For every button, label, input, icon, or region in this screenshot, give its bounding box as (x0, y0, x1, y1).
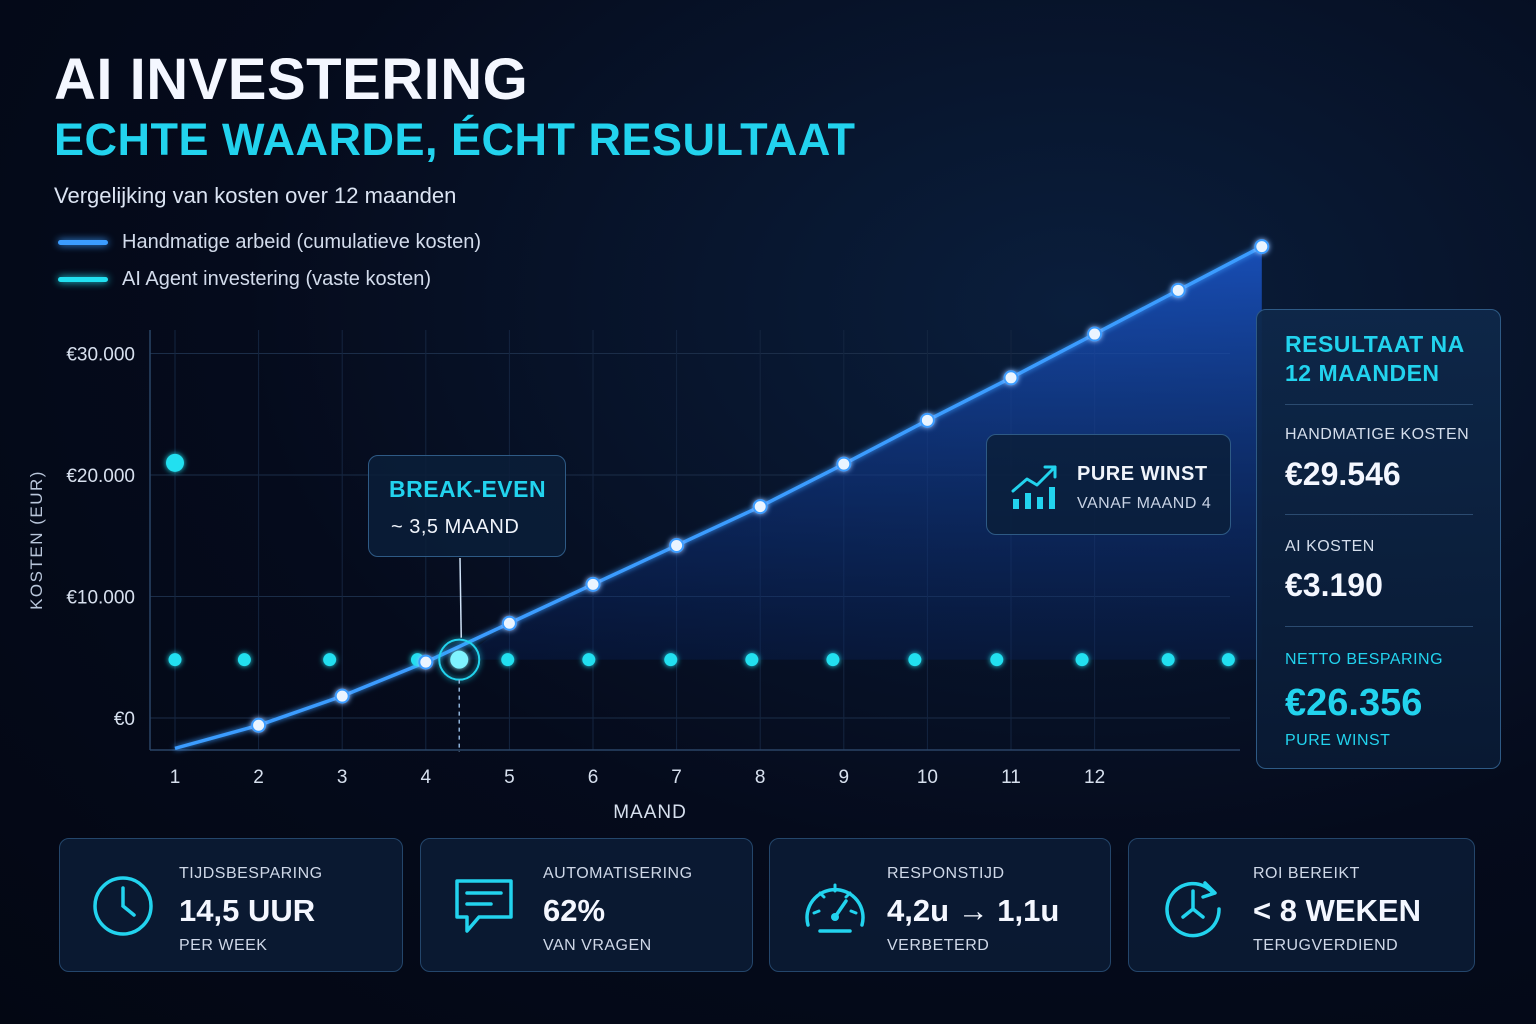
ai-data-point (826, 653, 840, 667)
y-tick-label: €0 (114, 709, 135, 730)
card-value: 14,5 UUR (179, 893, 316, 928)
manual-data-point (1003, 370, 1019, 386)
card-time-saving: TIJDSBESPARING 14,5 UUR PER WEEK (59, 838, 403, 972)
card-automation: AUTOMATISERING 62% VAN VRAGEN (420, 838, 753, 972)
x-tick-label: 2 (253, 767, 264, 788)
clock-icon (93, 876, 153, 936)
pure-profit-title: PURE WINST (1077, 463, 1208, 485)
page-title: AI INVESTERING (54, 47, 529, 112)
break-even-pointer (459, 557, 462, 638)
savings-area-fill (459, 246, 1262, 660)
manual-data-point (334, 688, 350, 704)
card-value: 4,2u → 1,1u (887, 893, 1060, 928)
manual-data-point (919, 412, 935, 428)
x-tick-label: 3 (337, 767, 348, 788)
legend-label-ai: AI Agent investering (vaste kosten) (122, 268, 432, 290)
card-sub: PER WEEK (179, 937, 268, 954)
result-heading: RESULTAAT NA 12 MAANDEN (1285, 331, 1464, 386)
net-savings-value: €26.356 (1285, 682, 1423, 724)
x-tick-label: 9 (839, 767, 850, 788)
manual-data-point (752, 499, 768, 515)
card-roi: ROI BEREIKT < 8 WEKEN TERUGVERDIEND (1128, 838, 1475, 972)
net-savings-label: NETTO BESPARING (1285, 651, 1444, 668)
legend-swatch-manual (58, 240, 108, 245)
manual-data-point (251, 717, 267, 733)
y-tick-label: €10.000 (66, 588, 135, 609)
break-even-callout: BREAK-EVEN ~ 3,5 MAAND (368, 455, 566, 557)
result-divider (1285, 626, 1473, 627)
ai-data-point (908, 653, 922, 667)
x-tick-label: 1 (170, 767, 181, 788)
manual-data-point (418, 654, 434, 670)
card-response-time: RESPONSTIJD 4,2u → 1,1u VERBETERD (769, 838, 1111, 972)
manual-cost-value: €29.546 (1285, 456, 1401, 492)
x-tick-label: 8 (755, 767, 766, 788)
pure-profit-callout: PURE WINST VANAF MAAND 4 (986, 434, 1231, 535)
speedometer-icon (805, 883, 865, 933)
ai-data-point (664, 653, 678, 667)
manual-data-point (1254, 239, 1270, 255)
manual-series-line (174, 245, 1263, 751)
ai-data-point (745, 653, 759, 667)
x-tick-label: 12 (1084, 767, 1105, 788)
card-label: TIJDSBESPARING (179, 865, 323, 882)
card-sub: TERUGVERDIEND (1253, 937, 1399, 954)
break-even-point (450, 650, 469, 669)
result-panel: RESULTAAT NA 12 MAANDEN HANDMATIGE KOSTE… (1256, 309, 1501, 769)
legend-item-ai: AI Agent investering (vaste kosten) (58, 268, 431, 291)
manual-data-point (501, 615, 517, 631)
card-label: AUTOMATISERING (543, 865, 693, 882)
card-label: RESPONSTIJD (887, 865, 1005, 882)
x-tick-label: 11 (1001, 767, 1021, 788)
manual-data-point (1087, 326, 1103, 342)
x-tick-label: 10 (917, 767, 938, 788)
ai-data-point (237, 653, 251, 667)
legend-item-manual: Handmatige arbeid (cumulatieve kosten) (58, 231, 481, 254)
ai-data-point (168, 653, 182, 667)
break-even-title: BREAK-EVEN (389, 476, 547, 502)
chart-description: Vergelijking van kosten over 12 maanden (54, 183, 457, 208)
result-divider (1285, 514, 1473, 515)
roi-cycle-icon (1165, 881, 1221, 938)
x-tick-label: 6 (588, 767, 599, 788)
card-sub: VAN VRAGEN (543, 937, 652, 954)
ai-data-point (1161, 653, 1175, 667)
ai-data-point (323, 653, 337, 667)
ai-cost-value: €3.190 (1285, 567, 1383, 603)
y-tick-label: €30.000 (66, 345, 135, 366)
x-tick-label: 7 (671, 767, 682, 788)
ai-data-point (1075, 653, 1089, 667)
card-value: < 8 WEKEN (1253, 893, 1421, 928)
ai-data-point (582, 653, 596, 667)
ai-peak-point (166, 453, 184, 472)
manual-data-point (836, 456, 852, 472)
manual-data-point (669, 537, 685, 553)
y-axis-label: KOSTEN (EUR) (27, 470, 46, 610)
x-axis-label: MAAND (613, 802, 687, 823)
card-sub: VERBETERD (887, 937, 990, 954)
savings-area (459, 246, 1262, 660)
page-subtitle: ECHTE WAARDE, ÉCHT RESULTAAT (54, 114, 856, 165)
card-value: 62% (543, 893, 606, 928)
break-even-value: ~ 3,5 MAAND (391, 516, 520, 538)
ai-cost-label: AI KOSTEN (1285, 538, 1375, 555)
chat-icon (455, 879, 513, 933)
x-tick-label: 4 (421, 767, 432, 788)
result-divider (1285, 404, 1473, 405)
manual-cost-label: HANDMATIGE KOSTEN (1285, 426, 1470, 443)
ai-data-point (1221, 653, 1235, 667)
legend-swatch-ai (58, 277, 108, 282)
manual-data-point (585, 576, 601, 592)
net-savings-sub: PURE WINST (1285, 732, 1391, 749)
pure-profit-subtitle: VANAF MAAND 4 (1077, 495, 1212, 512)
legend-label-manual: Handmatige arbeid (cumulatieve kosten) (122, 231, 482, 253)
x-tick-label: 5 (504, 767, 515, 788)
y-tick-label: €20.000 (66, 466, 135, 487)
ai-data-point (501, 653, 515, 667)
ai-data-point (990, 653, 1004, 667)
growth-chart-icon (1011, 465, 1057, 509)
card-label: ROI BEREIKT (1253, 865, 1360, 882)
manual-data-point (1170, 282, 1186, 298)
